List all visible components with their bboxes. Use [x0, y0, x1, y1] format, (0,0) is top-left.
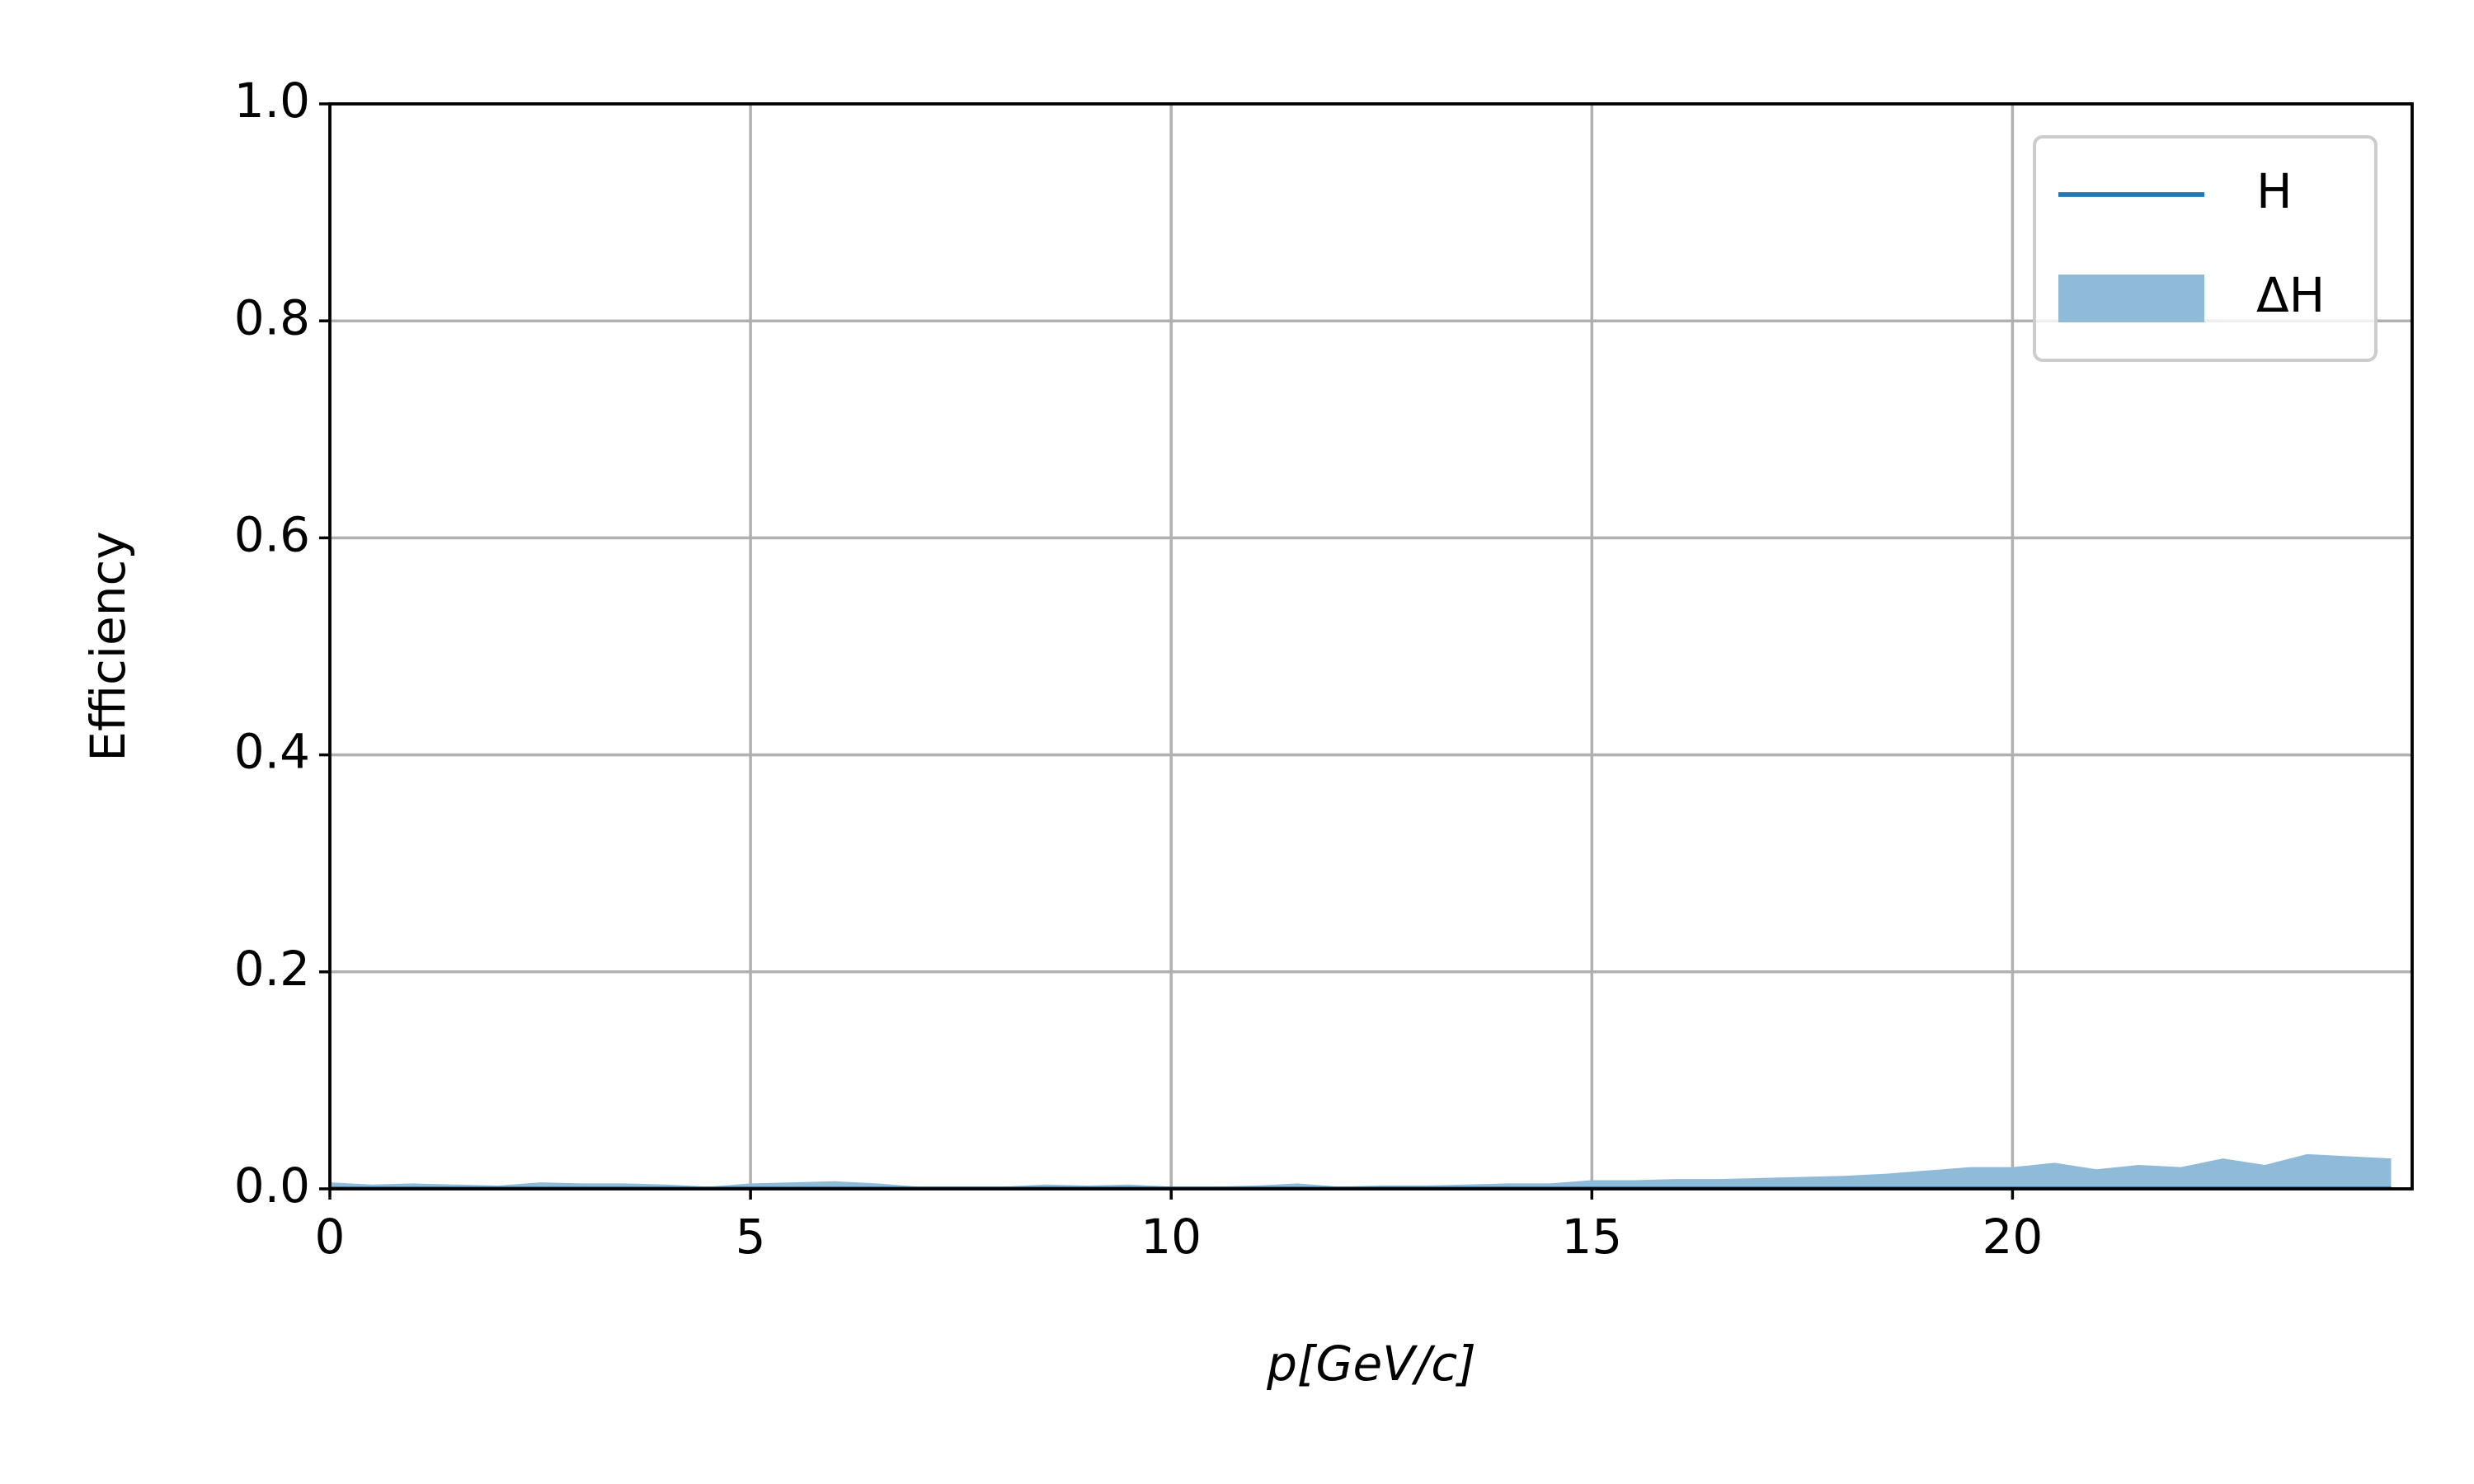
- x-tick-label: 15: [1561, 1209, 1622, 1265]
- x-axis-label: p[GeV/c]: [1266, 1336, 1476, 1392]
- error-band: [330, 1153, 2392, 1189]
- y-tick-label: 0.2: [234, 941, 310, 997]
- legend-swatch: [2058, 275, 2204, 322]
- y-tick-label: 0.4: [234, 724, 310, 780]
- x-tick-label: 0: [315, 1209, 346, 1265]
- x-tick-label: 10: [1141, 1209, 1202, 1265]
- legend-box: [2033, 135, 2378, 362]
- x-tick-label: 5: [736, 1209, 766, 1265]
- y-tick-label: 0.8: [234, 289, 310, 345]
- y-tick-label: 0.0: [234, 1158, 310, 1214]
- y-tick-label: 1.0: [234, 73, 310, 129]
- plot-area: [330, 1153, 2392, 1189]
- x-tick-label: 20: [1982, 1209, 2043, 1265]
- y-axis-label: Efficiency: [80, 531, 136, 761]
- legend-label: ΔH: [2256, 267, 2325, 323]
- plot-frame: [328, 102, 2414, 1190]
- legend-label: H: [2256, 163, 2293, 219]
- y-tick-label: 0.6: [234, 507, 310, 563]
